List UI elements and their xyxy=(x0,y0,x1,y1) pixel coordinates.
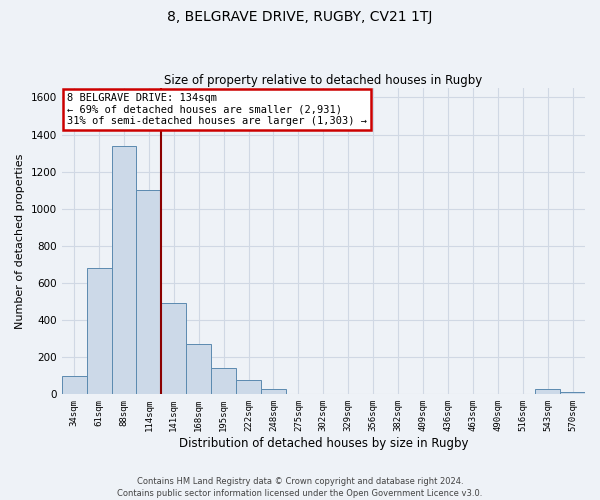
Bar xyxy=(211,368,236,394)
Text: 8, BELGRAVE DRIVE, RUGBY, CV21 1TJ: 8, BELGRAVE DRIVE, RUGBY, CV21 1TJ xyxy=(167,10,433,24)
Bar xyxy=(236,380,261,394)
Bar xyxy=(261,389,286,394)
Bar xyxy=(535,389,560,394)
Bar xyxy=(161,304,186,394)
Bar xyxy=(86,268,112,394)
Bar xyxy=(62,376,86,394)
Text: 8 BELGRAVE DRIVE: 134sqm
← 69% of detached houses are smaller (2,931)
31% of sem: 8 BELGRAVE DRIVE: 134sqm ← 69% of detach… xyxy=(67,93,367,126)
Bar xyxy=(560,392,585,394)
Y-axis label: Number of detached properties: Number of detached properties xyxy=(15,154,25,329)
Bar xyxy=(186,344,211,395)
Bar xyxy=(136,190,161,394)
Text: Contains HM Land Registry data © Crown copyright and database right 2024.
Contai: Contains HM Land Registry data © Crown c… xyxy=(118,476,482,498)
Title: Size of property relative to detached houses in Rugby: Size of property relative to detached ho… xyxy=(164,74,482,87)
Bar xyxy=(112,146,136,394)
X-axis label: Distribution of detached houses by size in Rugby: Distribution of detached houses by size … xyxy=(179,437,468,450)
